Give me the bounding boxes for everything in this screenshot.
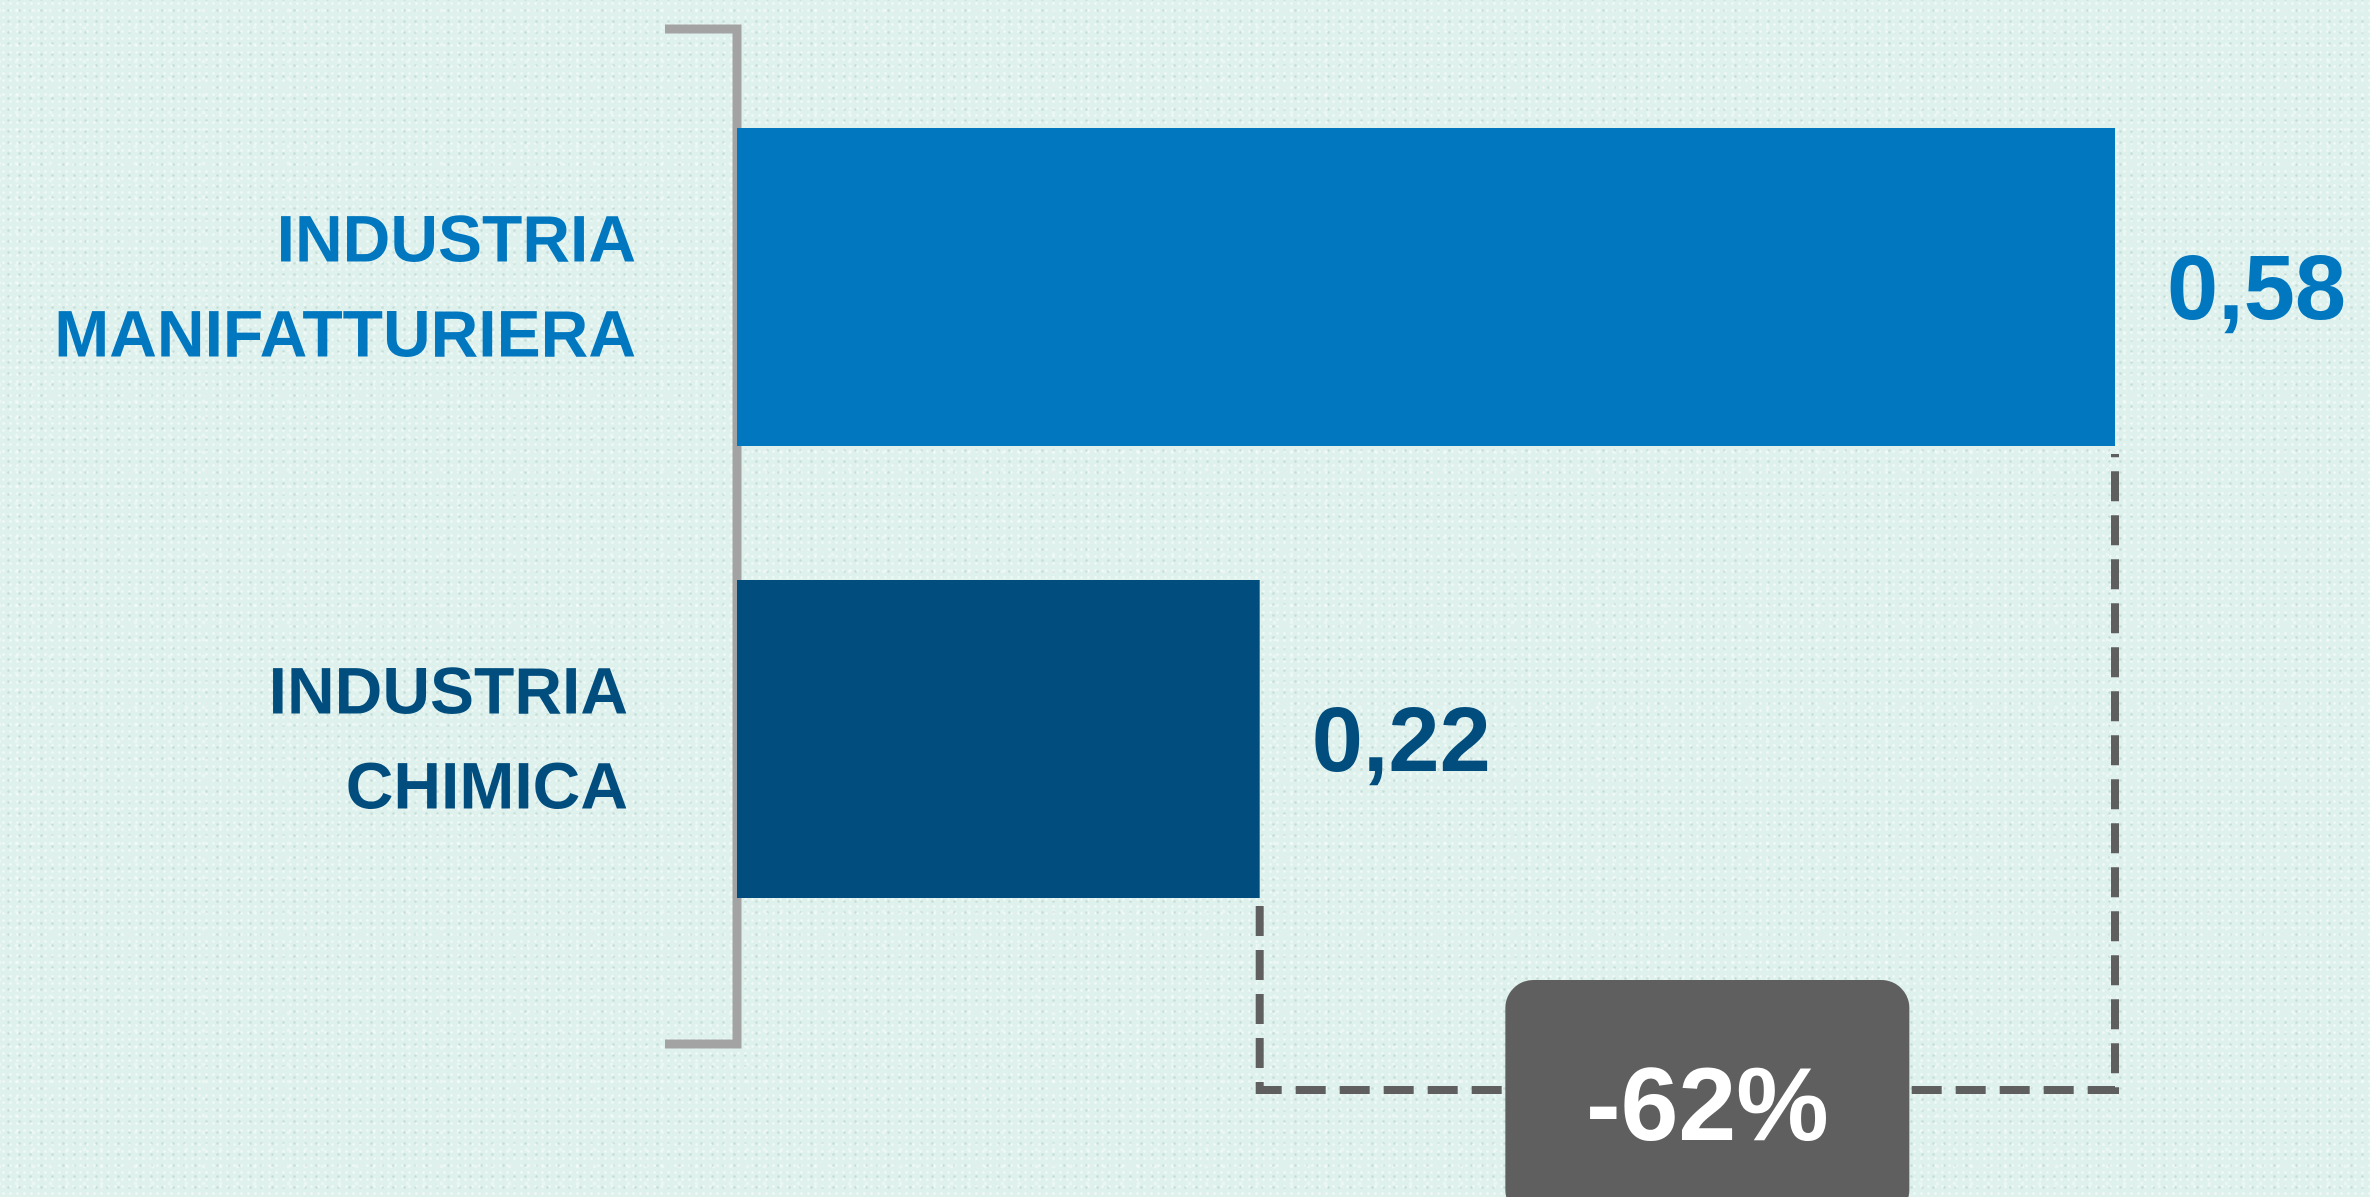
- category-label-line: INDUSTRIA: [269, 654, 628, 728]
- category-label-line: MANIFATTURIERA: [54, 297, 636, 371]
- bar-manifatturiera: [737, 128, 2115, 446]
- difference-label: -62%: [1586, 1047, 1829, 1163]
- category-label-line: INDUSTRIA: [277, 202, 636, 276]
- category-label: INDUSTRIA CHIMICA: [269, 654, 628, 823]
- value-label: 0,58: [2167, 237, 2346, 339]
- difference-badge: [1505, 980, 1910, 1197]
- difference-connector: [1255, 454, 2119, 1094]
- bar-chimica: [737, 580, 1260, 898]
- y-axis-bracket: [665, 24, 742, 1049]
- category-label-line: CHIMICA: [346, 749, 628, 823]
- category-label: INDUSTRIA MANIFATTURIERA: [54, 202, 636, 371]
- value-label: 0,22: [1312, 689, 1491, 791]
